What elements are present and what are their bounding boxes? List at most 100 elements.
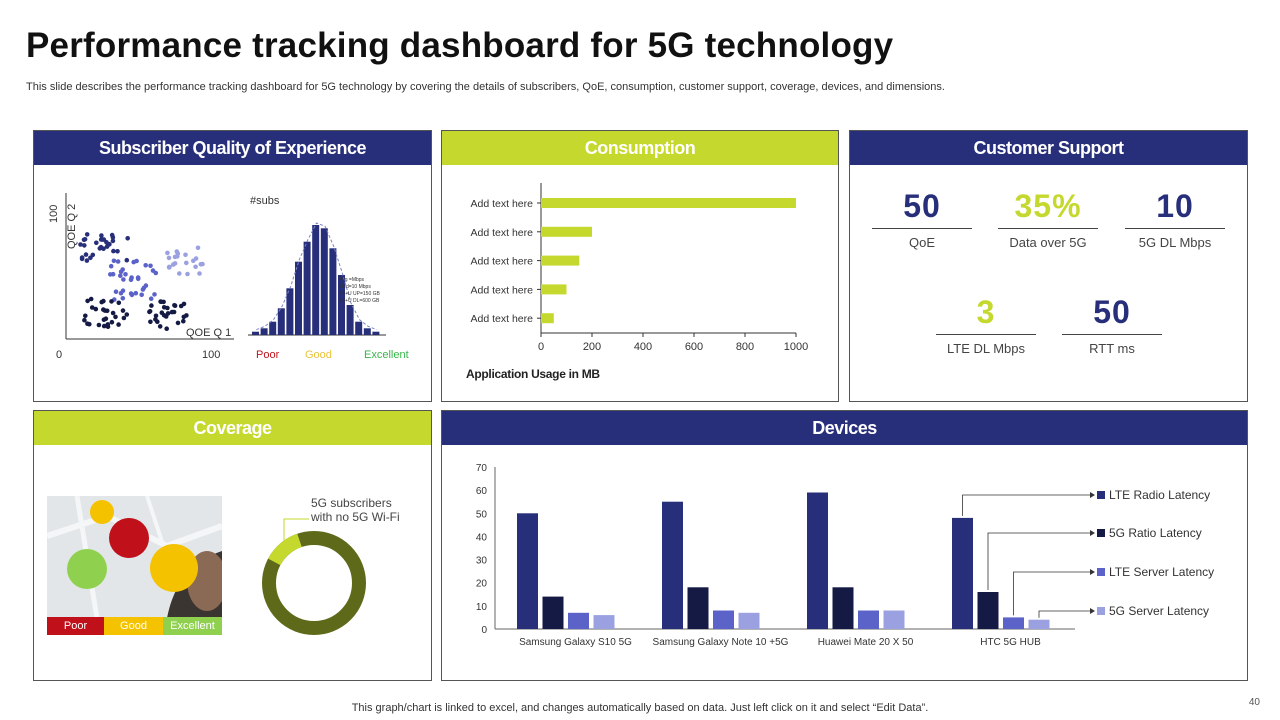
consumption-header: Consumption xyxy=(442,131,838,165)
devices-y-tick: 70 xyxy=(476,463,488,474)
sqe-x-end: 100 xyxy=(202,349,221,361)
devices-legend-swatch xyxy=(1097,491,1105,499)
scatter-point xyxy=(101,323,107,329)
metric-label: LTE DL Mbps xyxy=(946,341,1026,356)
scatter-point xyxy=(148,319,153,325)
footer-note: This graph/chart is linked to excel, and… xyxy=(351,702,929,714)
consumption-xlabel: Application Usage in MB xyxy=(466,367,600,381)
scatter-point xyxy=(87,321,92,327)
coverage-circle-good xyxy=(150,544,198,592)
scatter-point xyxy=(115,249,120,254)
quality-poor: Poor xyxy=(256,349,280,361)
coverage-circle-good-small xyxy=(90,500,114,524)
consumption-bar xyxy=(541,313,554,324)
scatter-point xyxy=(82,243,87,248)
scatter-point xyxy=(169,309,175,315)
page-subtitle: This slide describes the performance tra… xyxy=(26,81,945,93)
donut-remainder xyxy=(262,531,366,635)
scatter-point xyxy=(110,238,116,244)
hist-bar xyxy=(338,275,345,335)
scatter-point xyxy=(83,313,88,319)
scatter-point xyxy=(167,264,172,270)
scatter-point xyxy=(193,256,199,261)
scatter-point xyxy=(148,263,153,269)
scatter-point xyxy=(111,248,116,254)
consumption-category-label: Add text here xyxy=(471,284,534,296)
devices-panel: Devices 0 10 20 30 40 50 60 70 Samsung Galaxy S1… xyxy=(441,410,1248,681)
devices-bar xyxy=(542,596,564,629)
consumption-bar xyxy=(541,226,592,237)
hist-bar xyxy=(303,241,311,335)
consumption-chart: Add text here Add text here Add text here A… xyxy=(471,183,808,353)
consumption-bar xyxy=(541,198,796,208)
devices-y-tick: 40 xyxy=(476,532,488,543)
devices-legend-arrow xyxy=(1090,492,1095,498)
consumption-tick-label: 400 xyxy=(634,341,652,353)
devices-y-tick: 60 xyxy=(476,486,488,497)
coverage-circle-excellent xyxy=(67,549,107,589)
legend-good: Good xyxy=(104,617,163,635)
scatter-point xyxy=(184,260,189,266)
devices-category-label: Samsung Galaxy Note 10 +5G xyxy=(653,637,789,648)
donut-highlight xyxy=(262,531,366,635)
devices-bar xyxy=(952,517,973,629)
metric-rule xyxy=(936,334,1036,335)
page-number: 40 xyxy=(1248,697,1260,708)
scatter-point xyxy=(118,269,124,275)
scatter-point xyxy=(100,237,105,242)
legend-excellent: Excellent xyxy=(163,617,222,635)
scatter-point xyxy=(116,322,121,327)
scatter-point xyxy=(120,308,126,313)
scatter-point xyxy=(115,259,121,264)
metric-rtt: 50 RTT ms xyxy=(1062,292,1162,356)
sqe-hist-note: Avg =Mbps Med=10 Mbps X2+U UP=150 GB X2+… xyxy=(339,277,380,305)
scatter-point xyxy=(84,258,90,263)
scatter-point xyxy=(124,257,130,263)
coverage-circle-poor xyxy=(109,518,149,558)
scatter-point xyxy=(161,305,167,310)
devices-header: Devices xyxy=(442,411,1247,445)
donut-label: 5G subscribers with no 5G Wi-Fi xyxy=(311,496,400,524)
scatter-point xyxy=(175,320,181,326)
consumption-tick-label: 600 xyxy=(685,341,703,353)
devices-category-label: Huawei Mate 20 X 50 xyxy=(818,637,914,648)
scatter-point xyxy=(109,319,115,325)
devices-bar xyxy=(593,615,615,629)
scatter-point xyxy=(101,307,106,312)
scatter-point xyxy=(135,276,141,282)
scatter-point xyxy=(104,308,110,314)
devices-bar xyxy=(738,612,760,629)
metric-value: 10 xyxy=(1156,188,1194,224)
hist-bar xyxy=(277,308,285,335)
consumption-category-label: Add text here xyxy=(471,198,534,210)
devices-y-tick: 20 xyxy=(476,579,488,590)
scatter-point xyxy=(172,261,178,266)
scatter-point xyxy=(129,275,134,280)
scatter-point xyxy=(193,264,198,270)
sqe-plot xyxy=(65,193,386,340)
scatter-point xyxy=(109,299,114,304)
sqe-panel: Subscriber Quality of Experience 100 QOE… xyxy=(33,130,432,402)
legend-poor: Poor xyxy=(47,617,104,635)
consumption-tick-label: 800 xyxy=(736,341,754,353)
metric-value: 3 xyxy=(976,294,996,330)
scatter-point xyxy=(118,273,123,278)
consumption-panel: Consumption Add text here Add text here Ad… xyxy=(441,130,839,402)
devices-bar xyxy=(662,501,683,629)
devices-bar xyxy=(1028,619,1050,629)
scatter-point xyxy=(82,237,88,242)
scatter-point xyxy=(97,246,103,251)
scatter-point xyxy=(93,306,99,312)
metric-label: 5G DL Mbps xyxy=(1138,235,1212,250)
scatter-point xyxy=(89,305,95,310)
devices-bar xyxy=(1003,617,1024,629)
scatter-point xyxy=(131,259,136,265)
scatter-point xyxy=(166,255,172,261)
scatter-point xyxy=(153,313,159,319)
devices-bar xyxy=(858,610,879,629)
hist-bar xyxy=(286,288,294,335)
metric-label: QoE xyxy=(908,235,935,250)
scatter-point xyxy=(174,249,180,254)
coverage-map-graphic xyxy=(47,496,222,618)
support-panel: Customer Support 50 QoE 35% Data over 5G… xyxy=(849,130,1248,402)
